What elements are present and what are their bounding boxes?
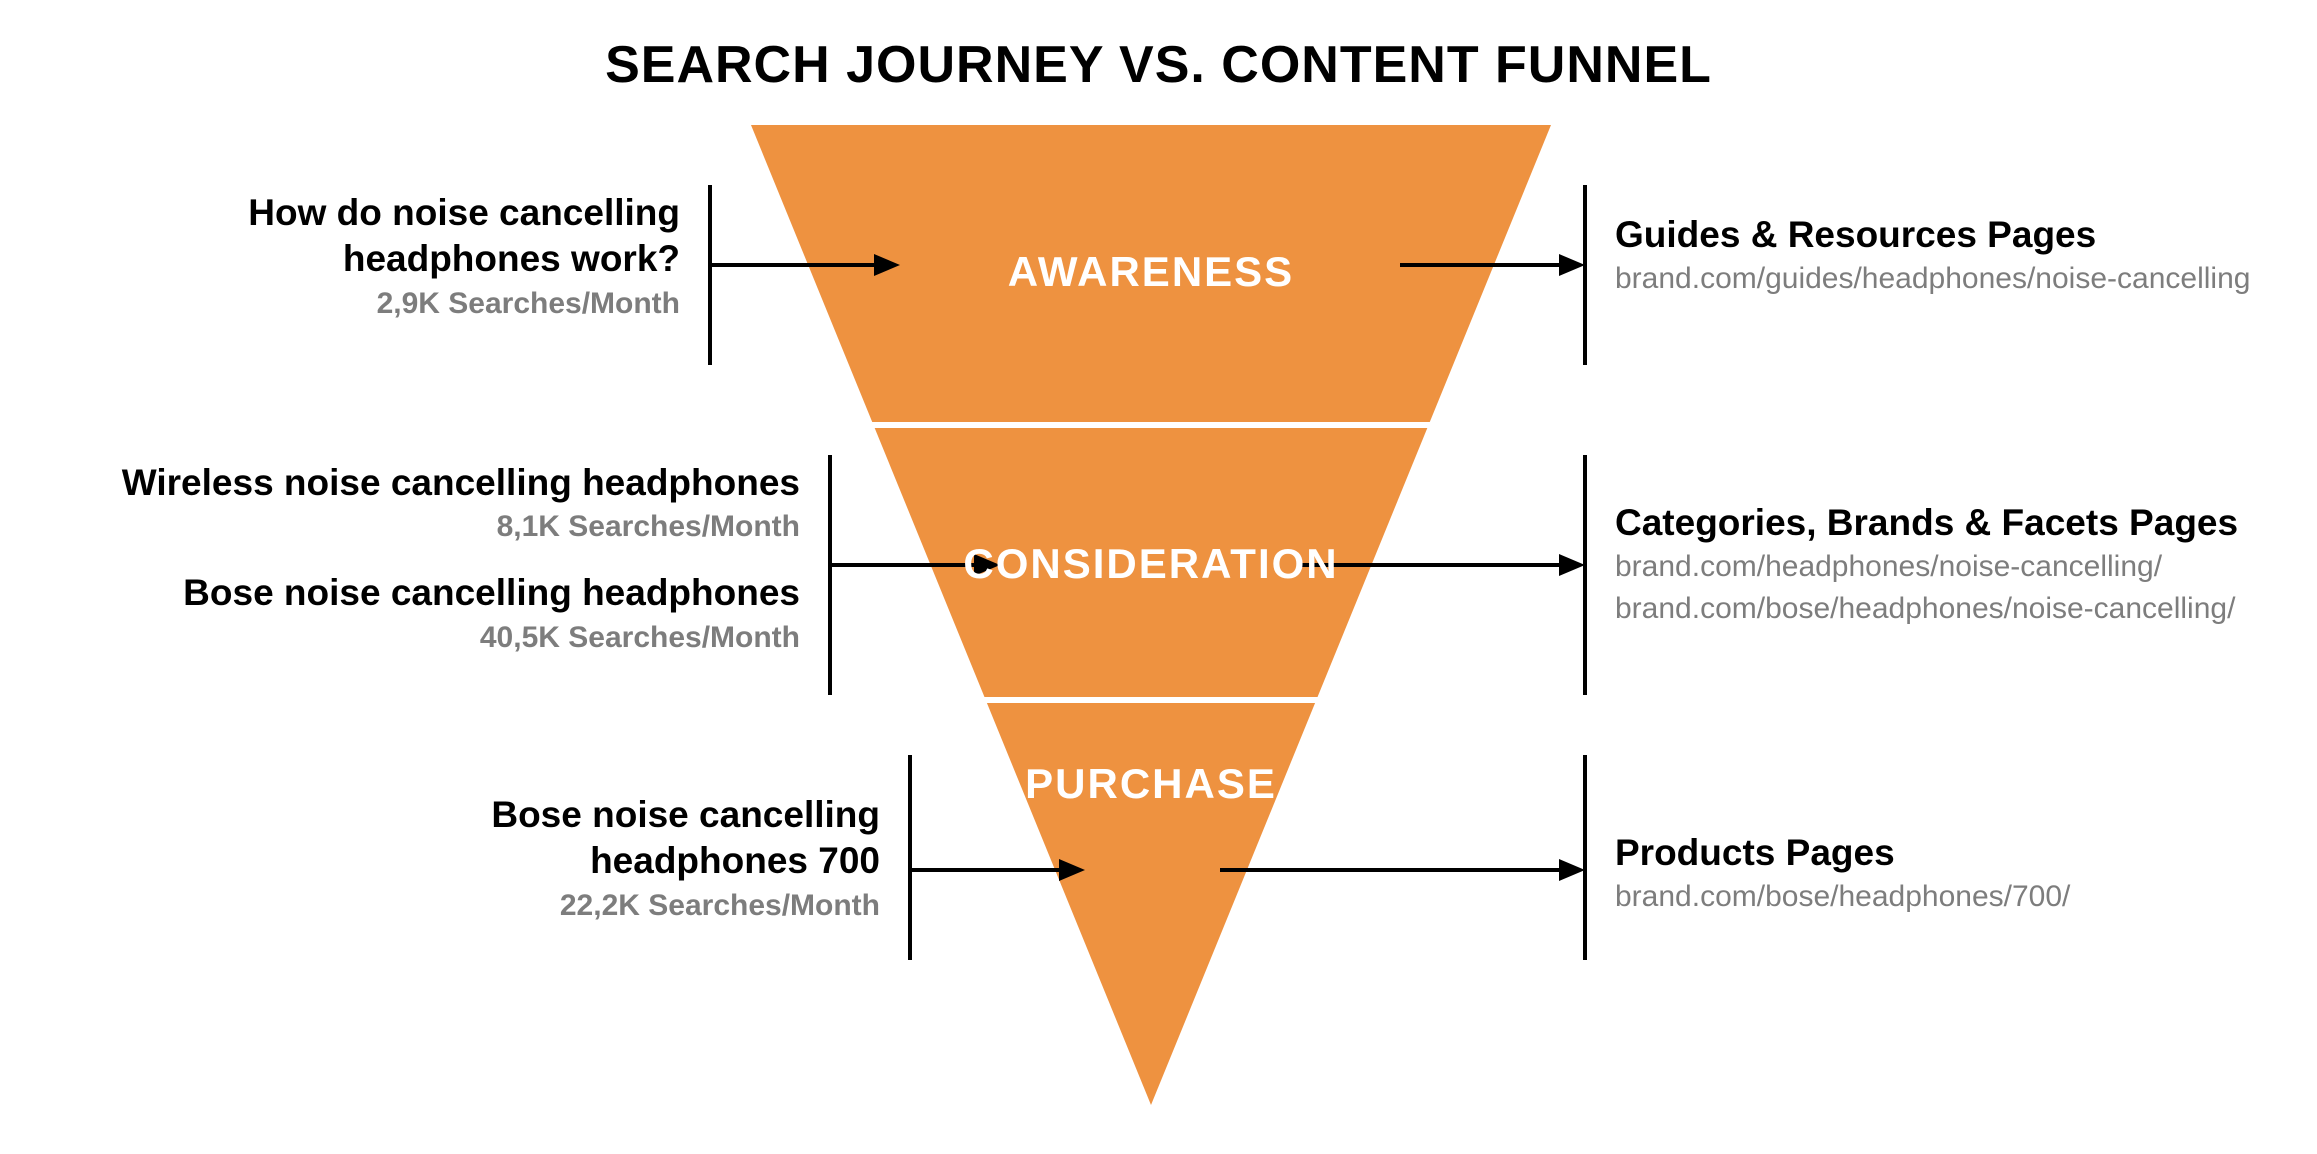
right-awareness-block: Guides & Resources Pages brand.com/guide… — [1615, 212, 2297, 300]
search-volume: 40,5K Searches/Month — [0, 617, 800, 659]
diagram-title: SEARCH JOURNEY VS. CONTENT FUNNEL — [0, 35, 2317, 95]
example-url: brand.com/guides/headphones/noise-cancel… — [1615, 258, 2297, 300]
diagram-canvas: SEARCH JOURNEY VS. CONTENT FUNNEL AWAREN… — [0, 0, 2317, 1154]
page-type-title: Products Pages — [1615, 830, 2297, 876]
page-type-title: Guides & Resources Pages — [1615, 212, 2297, 258]
example-url: brand.com/bose/headphones/700/ — [1615, 876, 2297, 918]
query-text: Bose noise cancelling headphones — [0, 570, 800, 616]
stage-purchase-label: PURCHASE — [1025, 760, 1277, 808]
query-text: How do noise cancelling — [0, 190, 680, 236]
query-text: Bose noise cancelling — [0, 792, 880, 838]
stage-consideration-label: CONSIDERATION — [963, 540, 1338, 588]
right-purchase-block: Products Pages brand.com/bose/headphones… — [1615, 830, 2297, 918]
query-text: Wireless noise cancelling headphones — [0, 460, 800, 506]
page-type-title: Categories, Brands & Facets Pages — [1615, 500, 2297, 546]
search-volume: 2,9K Searches/Month — [0, 283, 680, 325]
right-consideration-block: Categories, Brands & Facets Pages brand.… — [1615, 500, 2297, 630]
query-text: headphones 700 — [0, 838, 880, 884]
left-purchase-block: Bose noise cancelling headphones 700 22,… — [0, 792, 880, 927]
search-volume: 22,2K Searches/Month — [0, 885, 880, 927]
stage-awareness-label: AWARENESS — [1008, 248, 1294, 296]
left-consideration-block: Wireless noise cancelling headphones 8,1… — [0, 460, 800, 659]
search-volume: 8,1K Searches/Month — [0, 506, 800, 548]
example-url: brand.com/headphones/noise-cancelling/ — [1615, 546, 2297, 588]
example-url: brand.com/bose/headphones/noise-cancelli… — [1615, 588, 2297, 630]
left-awareness-block: How do noise cancelling headphones work?… — [0, 190, 680, 325]
query-text: headphones work? — [0, 236, 680, 282]
